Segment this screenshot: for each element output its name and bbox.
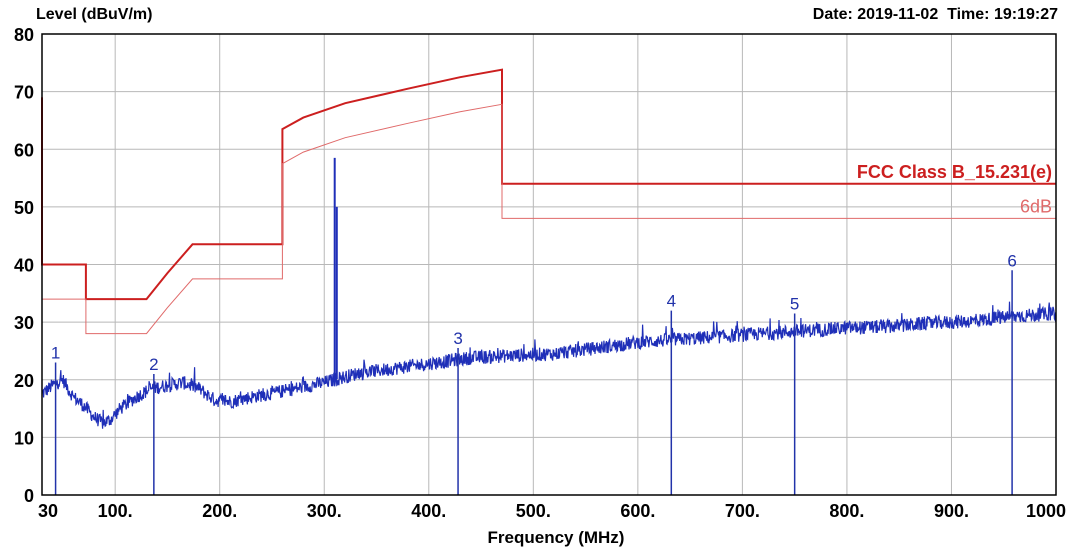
time-value: 19:19:27 xyxy=(993,6,1058,23)
measurement-trace xyxy=(41,157,1057,429)
trace-line xyxy=(41,301,1057,429)
axes: 0 10 20 30 40 50 60 70 80 30 100. 200. 300. 400. 500. 6… xyxy=(14,25,1066,521)
x-tick-label: 700. xyxy=(725,501,760,521)
y-tick-label: 60 xyxy=(14,140,34,160)
y-tick-label: 50 xyxy=(14,198,34,218)
y-tick-label: 80 xyxy=(14,25,34,45)
marker-label: 5 xyxy=(790,294,799,313)
marker-label: 3 xyxy=(453,329,462,348)
x-tick-label: 300. xyxy=(307,501,342,521)
limit-line xyxy=(42,103,1056,335)
x-axis-title: Frequency (MHz) xyxy=(488,528,625,547)
x-tick-label: 500. xyxy=(516,501,551,521)
y-tick-label: 10 xyxy=(14,428,34,448)
x-tick-label: 400. xyxy=(411,501,446,521)
limit-line-label: FCC Class B_15.231(e) xyxy=(857,162,1052,182)
marker-label: 2 xyxy=(149,355,158,374)
y-tick-label: 70 xyxy=(14,83,34,103)
marker-label: 1 xyxy=(51,343,60,362)
marker-label: 4 xyxy=(667,292,676,311)
time-label: Time: xyxy=(947,6,990,23)
date-value: 2019-11-02 xyxy=(857,6,939,23)
x-tick-label: 900. xyxy=(934,501,969,521)
y-tick-label: 0 xyxy=(24,486,34,506)
date-label: Date: xyxy=(812,6,853,23)
y-tick-label: 20 xyxy=(14,371,34,391)
grid xyxy=(42,34,1056,495)
x-tick-label: 200. xyxy=(202,501,237,521)
plot-frame xyxy=(41,33,1057,496)
x-tick-label: 30 xyxy=(38,501,58,521)
markers: 1 2 3 4 5 6 xyxy=(51,251,1017,495)
limit-line-label: 6dB xyxy=(1020,196,1052,216)
limit-lines: FCC Class B_15.231(e) 6dB xyxy=(41,68,1056,335)
x-tick-label: 800. xyxy=(829,501,864,521)
y-tick-label: 30 xyxy=(14,313,34,333)
x-tick-label: 100. xyxy=(98,501,133,521)
x-tick-label: 1000 xyxy=(1026,501,1066,521)
x-tick-label: 600. xyxy=(620,501,655,521)
marker-label: 6 xyxy=(1007,251,1016,270)
y-axis-title: Level (dBuV/m) xyxy=(36,6,153,23)
y-tick-label: 40 xyxy=(14,256,34,276)
date-time-readout: Date: 2019-11-02 Time: 19:19:27 xyxy=(813,6,1058,24)
